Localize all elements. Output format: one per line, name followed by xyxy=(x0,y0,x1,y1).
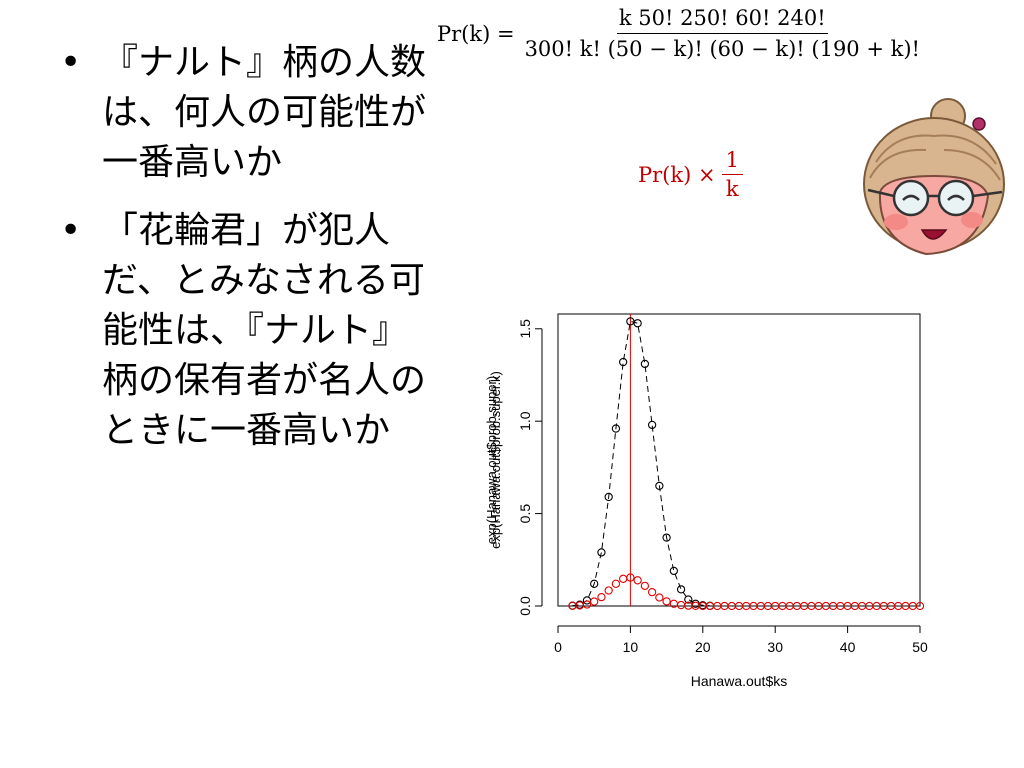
x-axis-tick-label: 0 xyxy=(554,639,562,655)
x-axis-tick-label: 50 xyxy=(912,639,928,655)
data-point xyxy=(655,481,664,491)
data-point xyxy=(640,581,650,591)
data-point xyxy=(604,586,613,595)
grandma-with-glasses-icon xyxy=(863,98,1005,256)
data-point xyxy=(611,424,621,433)
weighted-formula-denominator: k xyxy=(725,177,739,201)
formula-denominator: 300! k! (50 − k)! (60 − k)! (190 + k)! xyxy=(524,37,920,61)
data-point xyxy=(676,600,686,610)
data-point xyxy=(604,492,613,502)
y-axis-tick-label: 0.0 xyxy=(517,596,533,616)
y-axis-tick-label: 0.5 xyxy=(517,504,533,524)
data-point xyxy=(662,533,671,542)
data-point xyxy=(597,592,606,602)
data-point xyxy=(590,597,599,606)
data-point xyxy=(611,579,621,588)
data-point xyxy=(626,573,635,582)
data-point xyxy=(619,574,628,583)
data-point xyxy=(662,597,671,606)
y-axis-tick-label: 1.5 xyxy=(517,319,533,339)
plot-area-border xyxy=(557,313,921,607)
x-axis-tick-label: 20 xyxy=(695,639,711,655)
probability-chart: 0 10 20 30 40 50 0.0 0.5 1.0 1.5 Hanawa.out$ks exp(… xyxy=(484,313,928,689)
bullet-list: 『ナルト』柄の人数は、何人の可能性が一番高いか 「花輪君」が犯人だ、とみなされる… xyxy=(60,38,440,474)
bullet-item-hanawa-culprit: 「花輪君」が犯人だ、とみなされる可能性は、『ナルト』柄の保有者が名人のときに一番… xyxy=(60,206,440,456)
formula-fraction: k 50! 250! 60! 240! 300! k! (50 − k)! (6… xyxy=(523,6,922,61)
data-point xyxy=(633,319,642,328)
bullet-text: 『ナルト』柄の人数は、何人の可能性が一番高いか xyxy=(102,42,427,183)
data-point xyxy=(684,595,693,604)
weighted-formula: Pr(k) × 1 k xyxy=(638,148,743,201)
bullet-text: 「花輪君」が犯人だ、とみなされる可能性は、『ナルト』柄の保有者が名人のときに一番… xyxy=(102,210,427,451)
data-point xyxy=(915,601,925,611)
data-point xyxy=(669,566,678,576)
data-point xyxy=(647,587,657,597)
data-point xyxy=(676,585,686,594)
data-point xyxy=(590,579,599,588)
x-axis-tick-label: 10 xyxy=(623,639,639,655)
x-axis-tick-label: 30 xyxy=(767,639,783,655)
data-point xyxy=(655,593,664,602)
data-point xyxy=(582,600,592,609)
weighted-formula-numerator: 1 xyxy=(721,148,743,175)
weighted-formula-lhs: Pr(k) × xyxy=(638,162,716,187)
data-point xyxy=(633,576,642,585)
data-point xyxy=(640,359,650,369)
x-axis-tick-label: 40 xyxy=(840,639,856,655)
formula-lhs: Pr(k) = xyxy=(437,21,515,46)
y-axis-title: exp(Hanawa.out$prob.super) xyxy=(484,376,499,544)
data-point xyxy=(647,420,657,430)
x-axis-title: Hanawa.out$ks xyxy=(691,673,788,689)
bullet-item-naruto-count: 『ナルト』柄の人数は、何人の可能性が一番高いか xyxy=(60,38,440,188)
y-axis-title: exp(Hanawa.out$prob.super.k) xyxy=(488,371,503,549)
y-axis-tick-label: 1.0 xyxy=(517,411,533,431)
formula-numerator: k 50! 250! 60! 240! xyxy=(616,6,828,34)
data-point xyxy=(619,357,628,367)
weighted-formula-fraction: 1 k xyxy=(721,148,743,201)
probability-formula: Pr(k) = k 50! 250! 60! 240! 300! k! (50 … xyxy=(437,6,922,61)
data-point xyxy=(597,548,606,557)
